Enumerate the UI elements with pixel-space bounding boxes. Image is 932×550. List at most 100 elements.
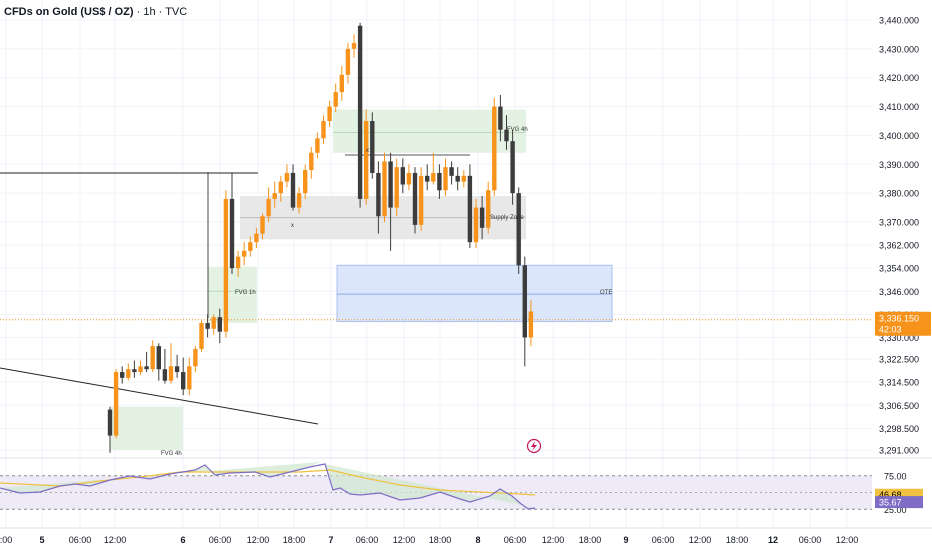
candle-body bbox=[303, 170, 308, 194]
time-tick: 5 bbox=[39, 535, 44, 545]
candle-body bbox=[364, 121, 369, 199]
rsi-badge bbox=[875, 496, 923, 509]
time-tick: 12 bbox=[768, 535, 778, 545]
price-tick: 3,400.000 bbox=[879, 131, 919, 141]
time-tick: 12:00 bbox=[104, 535, 127, 545]
time-axis[interactable]: :00 5 06:00 12:00 6 06:00 12:00 18:00 7 06:00 12:0… bbox=[0, 527, 932, 545]
lightning-bolt bbox=[531, 441, 537, 451]
price-tick: 3,420.000 bbox=[879, 73, 919, 83]
price-tick: 3,362.000 bbox=[879, 241, 919, 251]
fvg-1h-label: FVG 1h bbox=[235, 290, 256, 296]
price-tick: 3,390.000 bbox=[879, 160, 919, 170]
current-price-value: 3,336.150 bbox=[879, 314, 919, 324]
candle-body bbox=[431, 172, 436, 182]
candle-body bbox=[107, 409, 113, 436]
candle-body bbox=[376, 172, 381, 217]
candle-body bbox=[150, 346, 155, 370]
rsi-value: 35.67 bbox=[879, 498, 902, 508]
rsi-level-label: 25.00 bbox=[884, 505, 907, 515]
price-tick: 3,291.000 bbox=[879, 446, 919, 456]
candle-body bbox=[516, 193, 521, 266]
time-tick: 18:00 bbox=[283, 535, 306, 545]
time-tick: 06:00 bbox=[799, 535, 822, 545]
candle-body bbox=[144, 366, 149, 370]
candle-body bbox=[443, 167, 448, 191]
time-tick: 18:00 bbox=[429, 535, 452, 545]
candle-body bbox=[333, 92, 338, 107]
candle-body bbox=[187, 366, 192, 390]
candle-body bbox=[315, 138, 320, 153]
candle-body bbox=[284, 172, 290, 182]
x-mark: x bbox=[366, 148, 369, 154]
time-tick: 18:00 bbox=[579, 535, 602, 545]
interval[interactable]: 1h bbox=[143, 6, 156, 18]
candle-body bbox=[461, 175, 466, 182]
candle-body bbox=[412, 172, 418, 225]
ote-label: OTE bbox=[600, 290, 612, 296]
time-tick: 12:00 bbox=[393, 535, 416, 545]
candle-body bbox=[351, 43, 357, 49]
candle-body bbox=[388, 161, 393, 208]
time-tick: 06:00 bbox=[69, 535, 92, 545]
fvg-4h-zone-low bbox=[110, 406, 183, 450]
ote-zone bbox=[336, 264, 613, 323]
candle-body bbox=[394, 167, 399, 208]
candle-body bbox=[248, 242, 253, 251]
time-tick: 06:00 bbox=[356, 535, 379, 545]
candle-body bbox=[345, 48, 351, 75]
candle-body bbox=[132, 369, 137, 373]
data-source: TVC bbox=[165, 6, 188, 18]
candle-body bbox=[449, 167, 454, 176]
candle-body bbox=[126, 369, 131, 378]
time-tick: 7 bbox=[328, 535, 333, 545]
chart-title[interactable]: CFDs on Gold (US$ / OZ) · 1h · TVC bbox=[4, 6, 188, 18]
price-tick: 3,330.000 bbox=[879, 333, 919, 343]
candle-body bbox=[327, 106, 332, 122]
time-tick: 12:00 bbox=[689, 535, 712, 545]
candle-body bbox=[437, 172, 442, 191]
candle-body bbox=[528, 311, 534, 338]
candle-body bbox=[479, 207, 485, 228]
candle-body bbox=[235, 256, 241, 269]
candle-body bbox=[370, 121, 375, 173]
candle-body bbox=[199, 323, 204, 349]
candle-body bbox=[278, 181, 283, 194]
time-tick: 9 bbox=[623, 535, 628, 545]
candle-body bbox=[455, 175, 460, 182]
candle-body bbox=[138, 366, 143, 373]
supply-zone-label: Supply Zone bbox=[490, 215, 524, 221]
time-tick: 12:00 bbox=[542, 535, 565, 545]
time-tick: 12:00 bbox=[836, 535, 859, 545]
rsi-line bbox=[0, 463, 536, 510]
candle-body bbox=[406, 172, 412, 185]
price-axis[interactable]: 3,440.000 3,430.000 3,420.000 3,410.000 3,40… bbox=[879, 16, 919, 456]
candle-body bbox=[473, 207, 479, 243]
candle-body bbox=[321, 121, 326, 139]
candle-body bbox=[382, 161, 387, 217]
candle-body bbox=[296, 193, 302, 208]
rsi-ma-value: 46.68 bbox=[879, 490, 902, 500]
trend-line bbox=[0, 367, 319, 425]
candle-body bbox=[193, 348, 198, 367]
candles bbox=[107, 22, 534, 453]
candle-body bbox=[309, 152, 314, 171]
fvg-4h-label-low: FVG 4h bbox=[161, 451, 182, 457]
time-tick: 6 bbox=[180, 535, 185, 545]
candle-body bbox=[266, 198, 271, 217]
candle-body bbox=[357, 25, 363, 199]
time-tick: :00 bbox=[0, 535, 12, 545]
candle-body bbox=[498, 106, 503, 130]
candle-body bbox=[522, 265, 527, 338]
candle-body bbox=[260, 216, 265, 234]
candle-body bbox=[162, 369, 168, 381]
time-tick: 8 bbox=[475, 535, 480, 545]
candle-body bbox=[113, 372, 119, 436]
symbol-name: CFDs on Gold (US$ / OZ) bbox=[4, 6, 134, 18]
lightning-icon bbox=[526, 438, 542, 454]
candle-body bbox=[229, 198, 235, 269]
candle-body bbox=[168, 366, 174, 381]
candle-body bbox=[254, 233, 259, 243]
candle-body bbox=[400, 167, 405, 185]
